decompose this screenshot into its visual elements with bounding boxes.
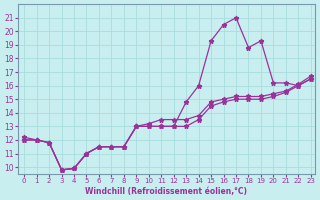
X-axis label: Windchill (Refroidissement éolien,°C): Windchill (Refroidissement éolien,°C) bbox=[85, 187, 247, 196]
